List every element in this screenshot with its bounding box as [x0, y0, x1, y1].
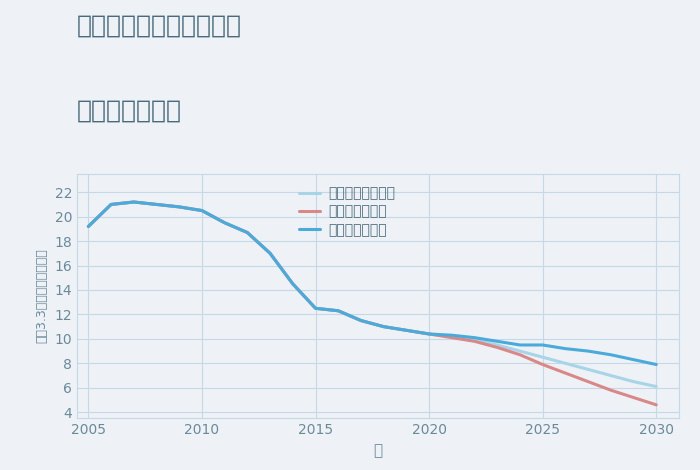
ノーマルシナリオ [425, 331, 433, 337]
ノーマルシナリオ [470, 337, 479, 343]
グッドシナリオ [561, 346, 570, 352]
ノーマルシナリオ [84, 224, 92, 229]
ノーマルシナリオ [334, 308, 342, 313]
バッドシナリオ [516, 352, 524, 358]
バッドシナリオ [107, 202, 116, 207]
バッドシナリオ [266, 251, 274, 256]
バッドシナリオ [652, 402, 661, 407]
ノーマルシナリオ [379, 324, 388, 329]
ノーマルシナリオ [516, 348, 524, 354]
グッドシナリオ [538, 342, 547, 348]
グッドシナリオ [629, 357, 638, 362]
ノーマルシナリオ [107, 202, 116, 207]
バッドシナリオ [84, 224, 92, 229]
バッドシナリオ [447, 335, 456, 340]
ノーマルシナリオ [153, 202, 161, 207]
X-axis label: 年: 年 [373, 443, 383, 458]
バッドシナリオ [243, 230, 251, 235]
グッドシナリオ [334, 308, 342, 313]
ノーマルシナリオ [402, 328, 411, 333]
バッドシナリオ [197, 208, 206, 213]
バッドシナリオ [470, 338, 479, 344]
グッドシナリオ [130, 199, 138, 205]
グッドシナリオ [402, 328, 411, 333]
グッドシナリオ [266, 251, 274, 256]
ノーマルシナリオ [607, 373, 615, 378]
ノーマルシナリオ [266, 251, 274, 256]
ノーマルシナリオ [175, 204, 183, 210]
Text: 三重県伊賀市上野万町の: 三重県伊賀市上野万町の [77, 14, 242, 38]
Line: ノーマルシナリオ: ノーマルシナリオ [88, 202, 657, 386]
ノーマルシナリオ [220, 220, 229, 226]
グッドシナリオ [312, 306, 320, 311]
グッドシナリオ [107, 202, 116, 207]
バッドシナリオ [220, 220, 229, 226]
グッドシナリオ [516, 342, 524, 348]
バッドシナリオ [493, 345, 501, 350]
グッドシナリオ [288, 281, 297, 287]
バッドシナリオ [312, 306, 320, 311]
Legend: ノーマルシナリオ, バッドシナリオ, グッドシナリオ: ノーマルシナリオ, バッドシナリオ, グッドシナリオ [294, 181, 401, 243]
バッドシナリオ [288, 281, 297, 287]
Line: グッドシナリオ: グッドシナリオ [88, 202, 657, 365]
グッドシナリオ [243, 230, 251, 235]
バッドシナリオ [379, 324, 388, 329]
グッドシナリオ [470, 335, 479, 340]
バッドシナリオ [130, 199, 138, 205]
グッドシナリオ [197, 208, 206, 213]
グッドシナリオ [493, 338, 501, 344]
グッドシナリオ [379, 324, 388, 329]
グッドシナリオ [220, 220, 229, 226]
バッドシナリオ [357, 318, 365, 323]
バッドシナリオ [629, 395, 638, 400]
バッドシナリオ [153, 202, 161, 207]
ノーマルシナリオ [243, 230, 251, 235]
ノーマルシナリオ [130, 199, 138, 205]
ノーマルシナリオ [312, 306, 320, 311]
ノーマルシナリオ [493, 342, 501, 348]
ノーマルシナリオ [538, 354, 547, 360]
グッドシナリオ [153, 202, 161, 207]
グッドシナリオ [584, 348, 592, 354]
ノーマルシナリオ [584, 367, 592, 372]
Text: 土地の価格推移: 土地の価格推移 [77, 99, 182, 123]
Y-axis label: 平（3.3㎡）単価（万円）: 平（3.3㎡）単価（万円） [36, 249, 49, 344]
ノーマルシナリオ [629, 379, 638, 384]
グッドシナリオ [425, 331, 433, 337]
グッドシナリオ [84, 224, 92, 229]
ノーマルシナリオ [197, 208, 206, 213]
バッドシナリオ [561, 370, 570, 376]
バッドシナリオ [175, 204, 183, 210]
グッドシナリオ [357, 318, 365, 323]
バッドシナリオ [334, 308, 342, 313]
バッドシナリオ [402, 328, 411, 333]
バッドシナリオ [607, 387, 615, 393]
グッドシナリオ [175, 204, 183, 210]
ノーマルシナリオ [652, 384, 661, 389]
グッドシナリオ [652, 362, 661, 368]
ノーマルシナリオ [357, 318, 365, 323]
ノーマルシナリオ [288, 281, 297, 287]
バッドシナリオ [538, 362, 547, 368]
ノーマルシナリオ [447, 334, 456, 339]
Line: バッドシナリオ: バッドシナリオ [88, 202, 657, 405]
バッドシナリオ [584, 379, 592, 384]
ノーマルシナリオ [561, 360, 570, 366]
グッドシナリオ [447, 332, 456, 338]
バッドシナリオ [425, 331, 433, 337]
グッドシナリオ [607, 352, 615, 358]
